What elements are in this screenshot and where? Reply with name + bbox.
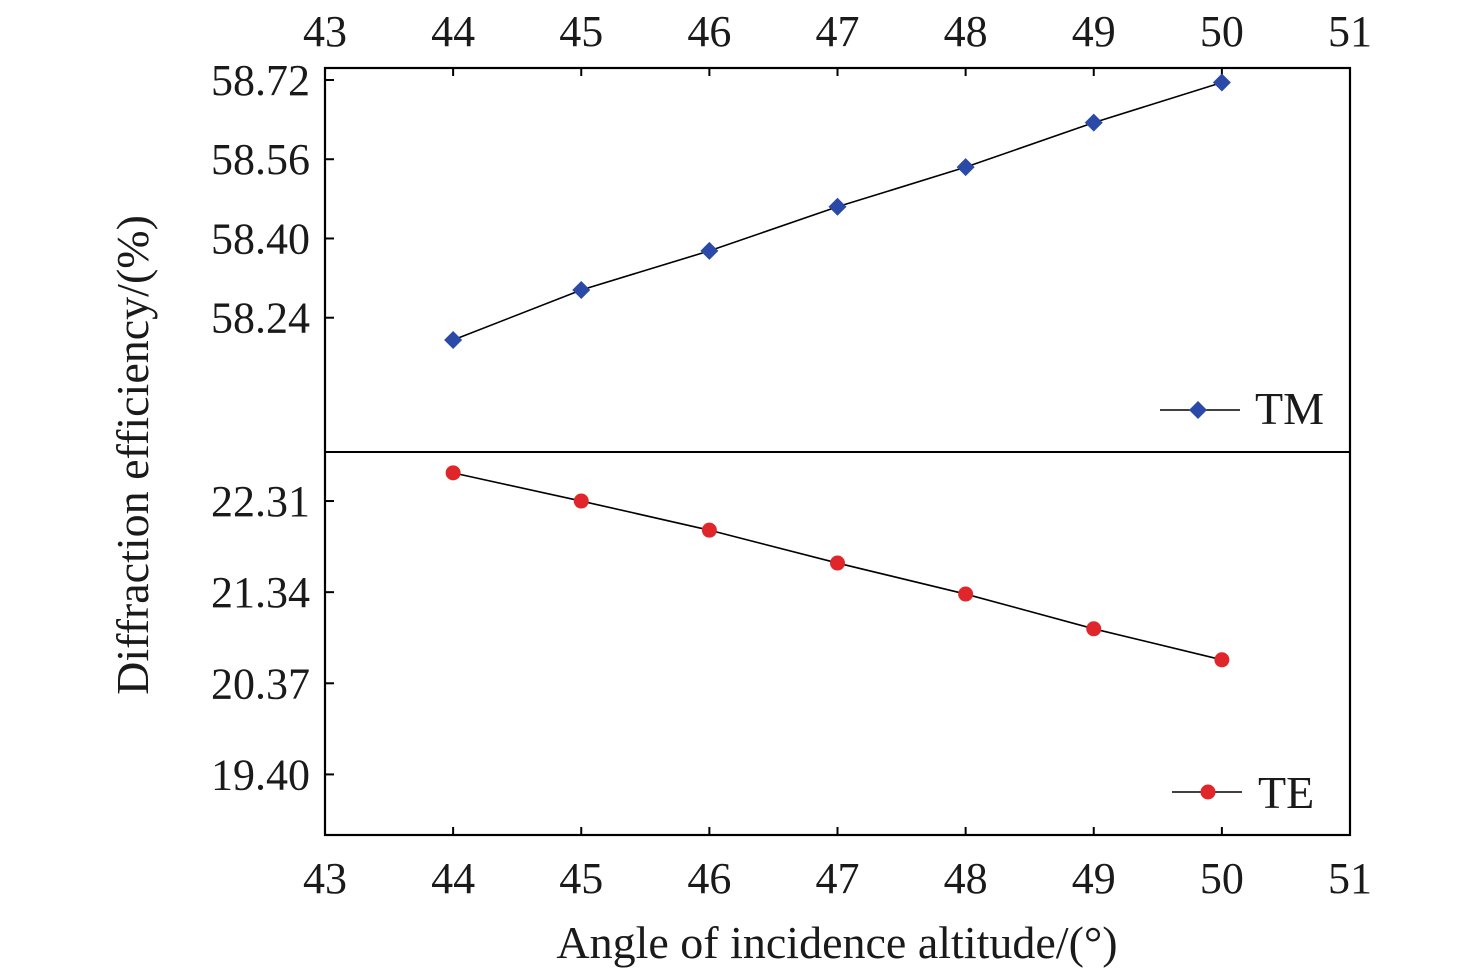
axis-ticks: 43 43 44 44 45 45 46 46 47 47 48 48 49 49 50 50 51 51 58.7… <box>211 7 1372 903</box>
legend-label-tm: TM <box>1255 383 1324 434</box>
plot-frame <box>323 66 1352 837</box>
y-tick-label: 58.24 <box>211 294 310 343</box>
data-point-te <box>830 555 845 571</box>
y-tick-label: 58.56 <box>211 135 310 184</box>
data-point-te <box>958 586 974 602</box>
x-tick-label-bottom: 46 <box>687 854 731 903</box>
data-point-te <box>445 465 461 481</box>
data-point-tm <box>572 280 591 299</box>
x-tick-label-top: 45 <box>559 7 603 56</box>
x-tick-label-top: 51 <box>1328 7 1372 56</box>
data-point-tm <box>1212 73 1231 92</box>
x-tick-label-top: 44 <box>431 7 475 56</box>
data-point-tm <box>828 197 847 216</box>
y-tick-label: 22.31 <box>211 477 310 526</box>
x-tick-label-bottom: 50 <box>1200 854 1244 903</box>
x-tick-label-top: 47 <box>816 7 860 56</box>
x-tick-label-bottom: 43 <box>303 854 347 903</box>
data-point-tm <box>1084 113 1103 132</box>
x-axis-title: Angle of incidence altitude/(°) <box>556 917 1117 968</box>
legend-marker-te <box>1200 784 1216 800</box>
data-point-tm <box>444 331 463 349</box>
data-point-te <box>701 522 717 538</box>
x-tick-label-top: 43 <box>303 7 347 56</box>
y-axis-title: Diffraction efficiency/(%) <box>107 215 158 695</box>
series-layer <box>444 73 1231 668</box>
x-tick-label-bottom: 48 <box>944 854 988 903</box>
legend-label-te: TE <box>1258 767 1314 818</box>
x-tick-label-bottom: 49 <box>1072 854 1116 903</box>
y-tick-label: 58.40 <box>211 214 310 263</box>
y-tick-label: 19.40 <box>211 750 310 799</box>
data-point-te <box>573 493 589 509</box>
x-tick-label-top: 50 <box>1200 7 1244 56</box>
data-point-te <box>1214 652 1230 668</box>
x-tick-label-bottom: 45 <box>559 854 603 903</box>
data-point-te <box>1086 621 1102 637</box>
data-point-tm <box>956 158 975 177</box>
y-tick-label: 58.72 <box>211 56 310 105</box>
x-tick-label-bottom: 51 <box>1328 854 1372 903</box>
x-tick-label-bottom: 44 <box>431 854 475 903</box>
x-tick-label-top: 49 <box>1072 7 1116 56</box>
legend-marker-tm <box>1189 401 1207 419</box>
x-tick-label-bottom: 47 <box>816 854 860 903</box>
x-tick-label-top: 48 <box>944 7 988 56</box>
x-tick-label-top: 46 <box>687 7 731 56</box>
data-point-tm <box>700 241 719 260</box>
legend: TM TE <box>1160 383 1324 818</box>
y-tick-label: 21.34 <box>211 568 310 617</box>
y-tick-label: 20.37 <box>211 659 310 708</box>
